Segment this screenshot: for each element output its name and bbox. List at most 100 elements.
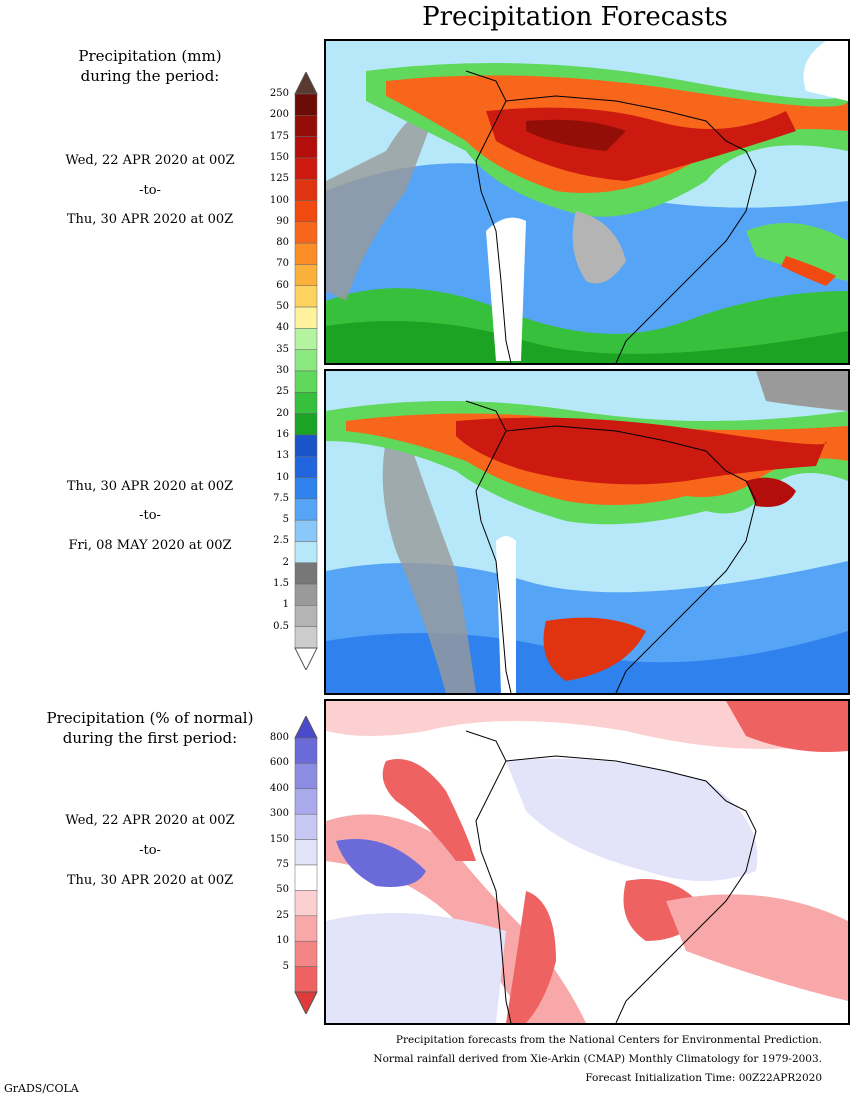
precip-colorbar-svg [294, 72, 318, 670]
panel2-start-date: Thu, 30 APR 2020 at 00Z [66, 479, 234, 494]
precip-colorbar-swatch [294, 392, 318, 414]
precip-colorbar-swatch [294, 413, 318, 436]
precip-colorbar-swatch [294, 157, 318, 180]
precip-colorbar-swatch [294, 136, 318, 159]
pct-colorbar-tick-label: 75 [276, 859, 289, 870]
precip-colorbar-swatch [294, 455, 318, 478]
precip-colorbar-tick-label: 175 [269, 130, 289, 142]
pct-colorbar-tick-label: 800 [269, 732, 289, 743]
panel2-end-date: Fri, 08 MAY 2020 at 00Z [68, 538, 232, 553]
panel3-end-date: Thu, 30 APR 2020 at 00Z [66, 873, 234, 888]
panel1-heading-line1: Precipitation (mm) [78, 47, 222, 65]
precip-colorbar-swatch [294, 434, 318, 457]
pct-colorbar-swatch [294, 864, 318, 891]
precip-colorbar-swatch [294, 221, 318, 244]
precip-colorbar-swatch [294, 605, 318, 627]
precip-colorbar-swatch [294, 115, 318, 137]
pct-colorbar-swatch [294, 813, 318, 840]
pct-colorbar-tick-label: 150 [269, 833, 289, 845]
precip-colorbar-swatch [294, 562, 318, 585]
pct-colorbar-tick-label: 5 [282, 960, 289, 972]
pct-colorbar-svg [294, 716, 318, 1014]
precip-colorbar-swatch [294, 200, 318, 223]
precip-colorbar: 250 200 175 150 125 100 90 80 70 60 50 40 35 30 25 20 16… [250, 72, 320, 670]
software-credit: GrADS/COLA [4, 1082, 79, 1095]
precip-map-period1-field [326, 41, 848, 363]
precip-colorbar-swatch [294, 519, 318, 542]
precip-colorbar-swatch [294, 498, 318, 521]
panel1-start-date: Wed, 22 APR 2020 at 00Z [65, 153, 235, 168]
footer-line3: Forecast Initialization Time: 00Z22APR20… [585, 1072, 822, 1084]
precip-colorbar-tick-label: 35 [276, 343, 289, 355]
page-title: Precipitation Forecasts [422, 2, 728, 32]
pct-colorbar-swatch [294, 966, 318, 993]
precip-map-period2-field [326, 371, 848, 693]
percent-of-normal-colorbar: 800 600 400 300 150 75 50 25 10 5 [250, 716, 320, 1014]
pct-colorbar-swatch [294, 940, 318, 967]
precip-colorbar-tick-label: 20 [276, 407, 289, 419]
precip-colorbar-tick-label: 70 [276, 258, 289, 270]
pct-colorbar-tick-label: 300 [269, 808, 289, 820]
pct-colorbar-tick-label: 50 [276, 884, 289, 896]
pct-colorbar-bottom-arrow [294, 991, 318, 1014]
panel3-heading-line2: during the first period: [62, 729, 238, 747]
pct-colorbar-swatch [294, 915, 318, 942]
pct-colorbar-swatch [294, 788, 318, 815]
precip-colorbar-swatch [294, 477, 318, 500]
precip-colorbar-swatch [294, 285, 318, 308]
precip-colorbar-tick-label: 200 [269, 109, 289, 121]
precip-colorbar-swatch [294, 242, 318, 265]
precip-colorbar-tick-label: 2 [282, 556, 289, 568]
precip-colorbar-swatch [294, 349, 318, 372]
precip-map-period2 [324, 369, 850, 695]
precip-colorbar-tick-label: 2.5 [273, 535, 289, 547]
precip-colorbar-tick-label: 0.5 [273, 620, 289, 632]
precip-colorbar-tick-label: 40 [276, 322, 289, 334]
percent-of-normal-map-field [326, 701, 848, 1023]
precip-colorbar-tick-label: 13 [276, 450, 289, 462]
precip-colorbar-tick-label: 1.5 [273, 578, 289, 590]
precip-colorbar-tick-label: 16 [276, 428, 289, 440]
precip-colorbar-swatch [294, 306, 318, 329]
precip-colorbar-tick-label: 1 [282, 599, 289, 611]
pct-colorbar-swatch [294, 763, 318, 790]
precip-colorbar-swatch [294, 328, 318, 350]
precip-colorbar-swatch [294, 178, 318, 201]
percent-of-normal-map [324, 699, 850, 1025]
panel2-separator: -to- [139, 508, 161, 523]
precip-map-period1 [324, 39, 850, 365]
precip-colorbar-tick-label: 30 [276, 365, 289, 376]
precip-colorbar-swatch [294, 370, 318, 393]
precip-colorbar-tick-label: 50 [276, 301, 289, 313]
precip-colorbar-swatch [294, 583, 318, 606]
panel1-heading-line2: during the period: [80, 67, 220, 85]
precip-colorbar-tick-label: 80 [276, 237, 289, 249]
pct-colorbar-swatch [294, 839, 318, 866]
precip-colorbar-tick-label: 25 [276, 386, 289, 398]
precip-colorbar-swatch [294, 626, 318, 649]
pct-colorbar-tick-label: 10 [276, 935, 289, 947]
precip-colorbar-tick-label: 10 [276, 471, 289, 483]
panel1-end-date: Thu, 30 APR 2020 at 00Z [66, 212, 234, 227]
precip-colorbar-bottom-arrow [294, 647, 318, 670]
precip-colorbar-tick-label: 125 [269, 173, 289, 185]
footer-line1: Precipitation forecasts from the Nationa… [395, 1034, 822, 1046]
pct-colorbar-swatch [294, 890, 318, 917]
panel3-separator: -to- [139, 843, 161, 858]
panel3-heading-line1: Precipitation (% of normal) [46, 709, 254, 727]
precip-colorbar-swatch [294, 541, 318, 564]
pct-colorbar-tick-label: 600 [269, 757, 289, 769]
precip-colorbar-tick-label: 90 [276, 215, 289, 227]
precip-colorbar-tick-label: 150 [269, 151, 289, 163]
panel3-start-date: Wed, 22 APR 2020 at 00Z [65, 813, 235, 828]
precip-colorbar-tick-label: 100 [269, 194, 289, 206]
precip-colorbar-tick-label: 7.5 [273, 492, 289, 504]
precip-colorbar-tick-label: 5 [282, 514, 289, 526]
panel1-separator: -to- [139, 183, 161, 198]
precip-colorbar-top-arrow [294, 72, 318, 95]
precip-colorbar-swatch [294, 93, 318, 116]
precip-colorbar-tick-label: 60 [276, 279, 289, 291]
precip-colorbar-tick-label: 250 [269, 88, 289, 99]
precip-colorbar-swatch [294, 264, 318, 287]
pct-colorbar-tick-label: 400 [269, 782, 289, 794]
